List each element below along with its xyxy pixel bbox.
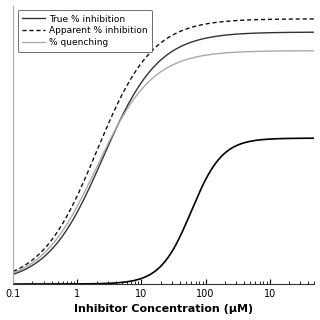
- True % inhibition: [27, 266, 30, 269]
- % quenching: [248, 50, 252, 53]
- % quenching: [150, 77, 154, 81]
- True % inhibition: [304, 30, 308, 34]
- Apparent % inhibition: [158, 42, 162, 46]
- X-axis label: Inhibitor Concentration (μM): Inhibitor Concentration (μM): [74, 304, 253, 315]
- True % inhibition: [11, 272, 15, 276]
- Apparent % inhibition: [248, 18, 252, 22]
- % quenching: [11, 271, 15, 275]
- Apparent % inhibition: [27, 261, 30, 265]
- % quenching: [304, 49, 308, 53]
- Apparent % inhibition: [11, 269, 15, 273]
- Apparent % inhibition: [304, 17, 308, 21]
- True % inhibition: [150, 67, 154, 71]
- % quenching: [158, 71, 162, 75]
- True % inhibition: [248, 31, 252, 35]
- True % inhibition: [158, 59, 162, 63]
- % quenching: [313, 49, 316, 53]
- True % inhibition: [313, 30, 316, 34]
- Line: Apparent % inhibition: Apparent % inhibition: [13, 19, 315, 271]
- Legend: True % inhibition, Apparent % inhibition, % quenching: True % inhibition, Apparent % inhibition…: [18, 10, 152, 52]
- Line: % quenching: % quenching: [13, 51, 315, 273]
- Apparent % inhibition: [304, 17, 308, 21]
- Line: True % inhibition: True % inhibition: [13, 32, 315, 274]
- Apparent % inhibition: [150, 49, 154, 53]
- % quenching: [304, 49, 308, 53]
- Apparent % inhibition: [313, 17, 316, 21]
- % quenching: [27, 263, 30, 267]
- True % inhibition: [304, 30, 308, 34]
